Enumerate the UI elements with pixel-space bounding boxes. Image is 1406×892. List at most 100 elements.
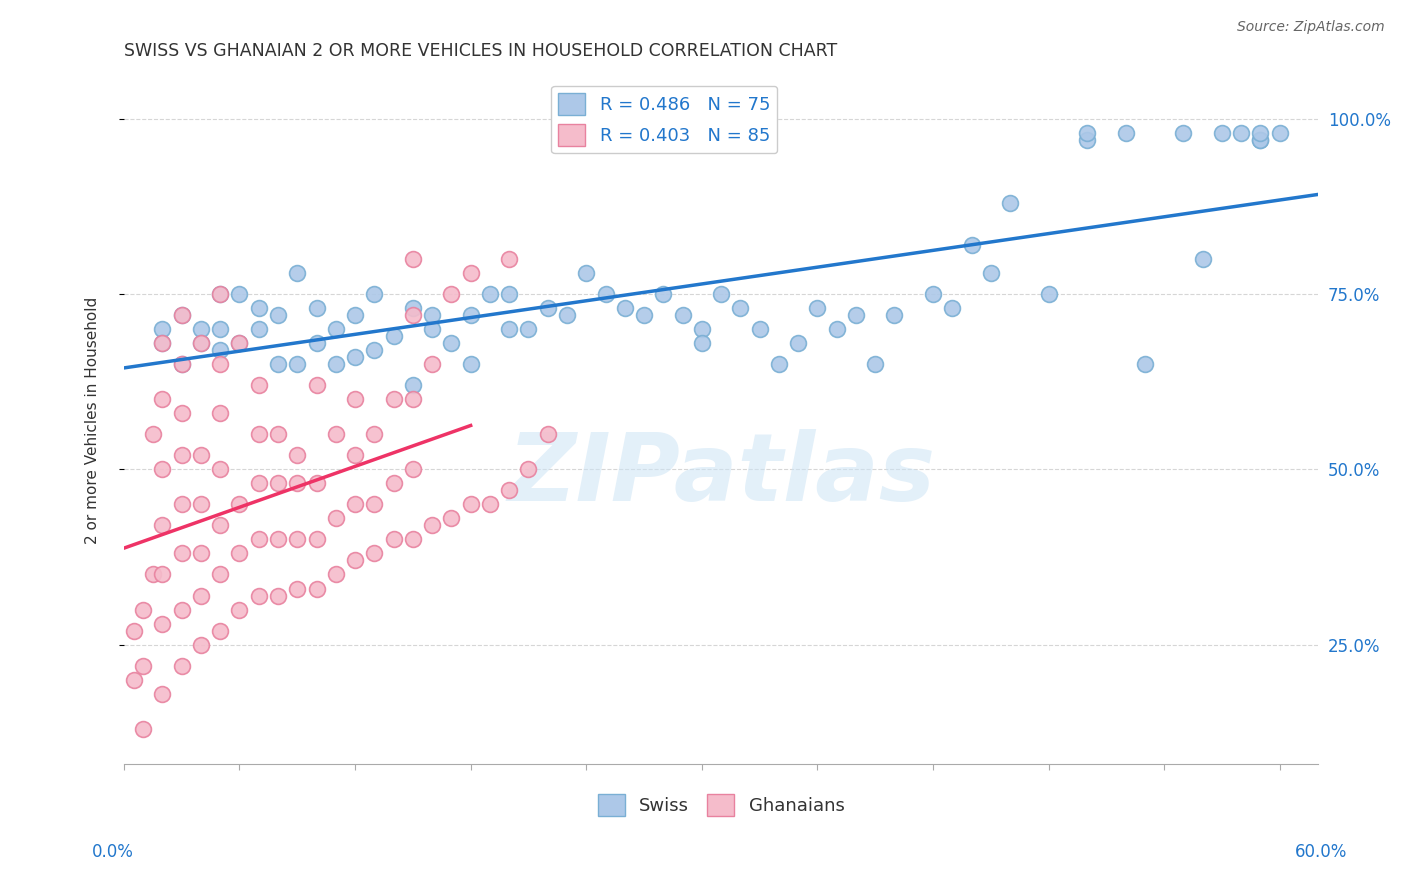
Point — [344, 392, 367, 407]
Point — [209, 357, 232, 371]
Point — [1230, 126, 1253, 140]
Point — [883, 308, 905, 322]
Point — [209, 518, 232, 533]
Point — [190, 336, 212, 351]
Point — [344, 553, 367, 567]
Text: SWISS VS GHANAIAN 2 OR MORE VEHICLES IN HOUSEHOLD CORRELATION CHART: SWISS VS GHANAIAN 2 OR MORE VEHICLES IN … — [124, 42, 837, 60]
Point — [344, 308, 367, 322]
Point — [190, 497, 212, 511]
Point — [344, 350, 367, 364]
Point — [285, 448, 308, 462]
Point — [152, 518, 174, 533]
Point — [1211, 126, 1233, 140]
Point — [960, 238, 983, 252]
Point — [420, 518, 443, 533]
Point — [228, 602, 250, 616]
Point — [980, 266, 1002, 280]
Point — [730, 301, 752, 315]
Point — [190, 336, 212, 351]
Point — [228, 336, 250, 351]
Point — [690, 336, 713, 351]
Point — [1191, 252, 1213, 266]
Point — [845, 308, 868, 322]
Point — [825, 322, 848, 336]
Point — [152, 336, 174, 351]
Text: ZIPatlas: ZIPatlas — [508, 429, 935, 521]
Y-axis label: 2 or more Vehicles in Household: 2 or more Vehicles in Household — [86, 296, 100, 544]
Point — [1250, 133, 1272, 147]
Point — [363, 343, 385, 357]
Point — [344, 448, 367, 462]
Point — [998, 195, 1021, 210]
Point — [305, 476, 328, 491]
Point — [152, 462, 174, 476]
Point — [190, 546, 212, 560]
Text: Source: ZipAtlas.com: Source: ZipAtlas.com — [1237, 20, 1385, 34]
Point — [305, 301, 328, 315]
Point — [440, 511, 463, 525]
Point — [325, 567, 347, 582]
Point — [209, 624, 232, 638]
Point — [190, 638, 212, 652]
Point — [209, 287, 232, 301]
Point — [402, 462, 425, 476]
Point — [190, 322, 212, 336]
Point — [460, 497, 482, 511]
Point — [517, 462, 540, 476]
Point — [460, 308, 482, 322]
Point — [190, 448, 212, 462]
Point — [285, 476, 308, 491]
Point — [382, 476, 405, 491]
Point — [363, 546, 385, 560]
Point — [690, 322, 713, 336]
Point — [768, 357, 790, 371]
Point — [806, 301, 828, 315]
Point — [440, 287, 463, 301]
Point — [363, 427, 385, 442]
Point — [190, 589, 212, 603]
Point — [460, 266, 482, 280]
Point — [170, 357, 193, 371]
Point — [420, 308, 443, 322]
Point — [555, 308, 578, 322]
Point — [325, 511, 347, 525]
Point — [498, 287, 520, 301]
Point — [460, 357, 482, 371]
Point — [363, 287, 385, 301]
Point — [305, 582, 328, 596]
Point — [613, 301, 636, 315]
Point — [209, 322, 232, 336]
Point — [382, 392, 405, 407]
Point — [710, 287, 733, 301]
Point — [595, 287, 617, 301]
Point — [575, 266, 598, 280]
Point — [498, 252, 520, 266]
Point — [152, 336, 174, 351]
Point — [537, 427, 560, 442]
Point — [1250, 126, 1272, 140]
Point — [209, 406, 232, 420]
Point — [344, 497, 367, 511]
Legend: Swiss, Ghanaians: Swiss, Ghanaians — [591, 787, 852, 823]
Point — [325, 322, 347, 336]
Point — [1133, 357, 1156, 371]
Point — [122, 673, 145, 687]
Point — [787, 336, 810, 351]
Point — [440, 336, 463, 351]
Point — [132, 602, 155, 616]
Text: 60.0%: 60.0% — [1295, 843, 1347, 861]
Point — [267, 589, 290, 603]
Point — [152, 322, 174, 336]
Point — [305, 336, 328, 351]
Point — [325, 427, 347, 442]
Point — [209, 343, 232, 357]
Point — [478, 497, 501, 511]
Point — [285, 266, 308, 280]
Point — [267, 308, 290, 322]
Point — [402, 252, 425, 266]
Point — [142, 427, 165, 442]
Point — [170, 308, 193, 322]
Point — [170, 448, 193, 462]
Point — [671, 308, 693, 322]
Point — [498, 483, 520, 498]
